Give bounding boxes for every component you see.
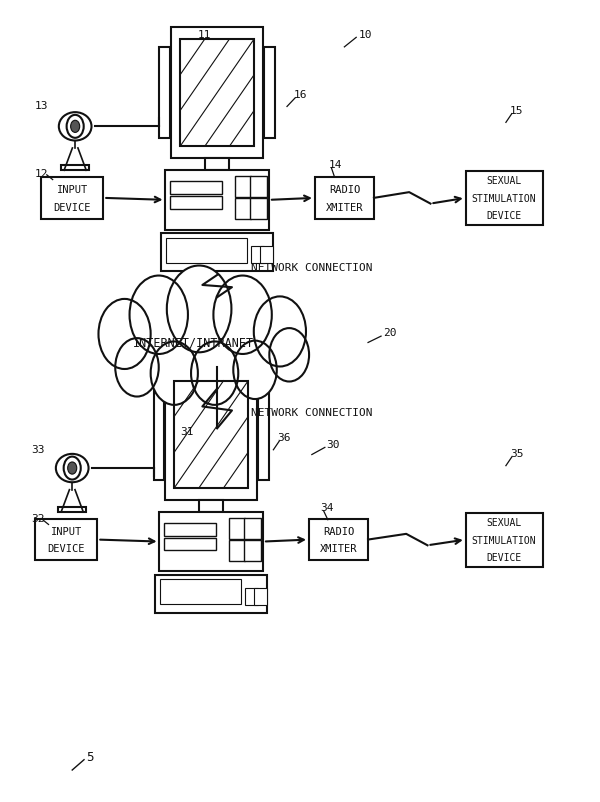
Ellipse shape bbox=[59, 113, 92, 141]
Text: 30: 30 bbox=[326, 439, 340, 449]
FancyBboxPatch shape bbox=[180, 40, 254, 147]
Text: 5: 5 bbox=[86, 750, 94, 763]
Circle shape bbox=[130, 276, 188, 354]
FancyBboxPatch shape bbox=[61, 166, 89, 171]
FancyBboxPatch shape bbox=[164, 523, 216, 536]
Text: 35: 35 bbox=[510, 448, 524, 459]
Text: 33: 33 bbox=[31, 444, 44, 455]
FancyBboxPatch shape bbox=[164, 538, 216, 551]
Circle shape bbox=[115, 338, 159, 397]
FancyBboxPatch shape bbox=[160, 47, 170, 140]
Ellipse shape bbox=[56, 454, 89, 483]
Text: 12: 12 bbox=[35, 169, 49, 179]
Text: 14: 14 bbox=[328, 160, 342, 170]
FancyBboxPatch shape bbox=[244, 518, 261, 539]
FancyBboxPatch shape bbox=[309, 519, 368, 561]
FancyBboxPatch shape bbox=[235, 177, 251, 197]
FancyBboxPatch shape bbox=[58, 507, 86, 512]
Text: NETWORK CONNECTION: NETWORK CONNECTION bbox=[251, 408, 373, 418]
Text: XMITER: XMITER bbox=[326, 202, 363, 213]
Circle shape bbox=[67, 115, 84, 139]
FancyBboxPatch shape bbox=[251, 246, 264, 264]
FancyBboxPatch shape bbox=[250, 199, 267, 220]
Circle shape bbox=[233, 341, 277, 399]
Text: 10: 10 bbox=[359, 30, 373, 39]
Text: NETWORK CONNECTION: NETWORK CONNECTION bbox=[251, 263, 373, 273]
Circle shape bbox=[98, 299, 151, 370]
FancyBboxPatch shape bbox=[264, 47, 275, 140]
FancyBboxPatch shape bbox=[41, 178, 103, 219]
FancyBboxPatch shape bbox=[254, 588, 267, 606]
FancyBboxPatch shape bbox=[154, 389, 164, 480]
FancyBboxPatch shape bbox=[199, 500, 223, 512]
Text: 11: 11 bbox=[197, 30, 211, 39]
Text: STIMULATION: STIMULATION bbox=[472, 193, 536, 204]
Circle shape bbox=[167, 266, 232, 353]
Text: 32: 32 bbox=[31, 513, 44, 524]
FancyBboxPatch shape bbox=[260, 246, 273, 264]
FancyBboxPatch shape bbox=[466, 172, 542, 225]
FancyBboxPatch shape bbox=[229, 518, 245, 539]
FancyBboxPatch shape bbox=[166, 238, 247, 263]
Circle shape bbox=[64, 457, 81, 480]
Text: DEVICE: DEVICE bbox=[487, 553, 522, 562]
FancyBboxPatch shape bbox=[258, 389, 269, 480]
FancyBboxPatch shape bbox=[315, 178, 374, 219]
FancyBboxPatch shape bbox=[170, 182, 222, 195]
FancyBboxPatch shape bbox=[174, 381, 248, 488]
FancyBboxPatch shape bbox=[161, 233, 274, 272]
FancyBboxPatch shape bbox=[35, 519, 97, 561]
Text: INTERNET/INTRANET: INTERNET/INTRANET bbox=[133, 337, 254, 350]
Circle shape bbox=[68, 463, 77, 475]
FancyBboxPatch shape bbox=[244, 541, 261, 561]
Text: XMITER: XMITER bbox=[320, 544, 357, 553]
Text: INPUT: INPUT bbox=[50, 526, 82, 537]
Text: STIMULATION: STIMULATION bbox=[472, 535, 536, 545]
Text: 15: 15 bbox=[510, 106, 524, 115]
Text: 16: 16 bbox=[294, 90, 308, 99]
Text: INPUT: INPUT bbox=[56, 185, 88, 195]
Text: SEXUAL: SEXUAL bbox=[487, 176, 522, 186]
Text: 13: 13 bbox=[35, 101, 49, 111]
Text: 34: 34 bbox=[321, 503, 334, 512]
Circle shape bbox=[71, 121, 80, 133]
Circle shape bbox=[214, 276, 272, 354]
FancyBboxPatch shape bbox=[235, 199, 251, 220]
FancyBboxPatch shape bbox=[166, 369, 257, 500]
Text: RADIO: RADIO bbox=[323, 526, 354, 537]
Text: 36: 36 bbox=[278, 433, 291, 443]
FancyBboxPatch shape bbox=[170, 196, 222, 209]
FancyBboxPatch shape bbox=[166, 171, 269, 230]
Text: 31: 31 bbox=[181, 427, 194, 436]
FancyBboxPatch shape bbox=[172, 28, 263, 159]
FancyBboxPatch shape bbox=[466, 513, 542, 567]
FancyBboxPatch shape bbox=[160, 580, 241, 605]
Circle shape bbox=[254, 297, 306, 367]
FancyBboxPatch shape bbox=[250, 177, 267, 197]
Text: RADIO: RADIO bbox=[329, 185, 360, 195]
Text: DEVICE: DEVICE bbox=[487, 211, 522, 221]
Text: DEVICE: DEVICE bbox=[47, 544, 85, 553]
FancyBboxPatch shape bbox=[205, 159, 229, 171]
FancyBboxPatch shape bbox=[245, 588, 258, 606]
FancyBboxPatch shape bbox=[155, 575, 268, 613]
Circle shape bbox=[269, 329, 309, 382]
Text: SEXUAL: SEXUAL bbox=[487, 517, 522, 528]
Text: DEVICE: DEVICE bbox=[53, 202, 91, 213]
Circle shape bbox=[191, 342, 238, 405]
Circle shape bbox=[151, 342, 198, 405]
FancyBboxPatch shape bbox=[160, 512, 263, 572]
Text: 20: 20 bbox=[383, 328, 397, 338]
FancyBboxPatch shape bbox=[229, 541, 245, 561]
